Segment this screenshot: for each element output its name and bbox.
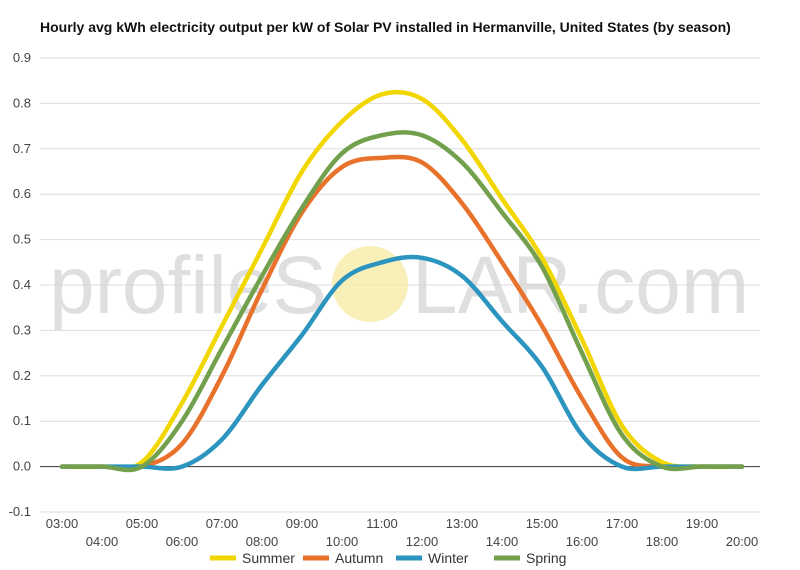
y-tick-label: 0.7: [13, 141, 31, 156]
series-line-summer: [59, 89, 745, 471]
x-tick-label: 05:00: [126, 516, 159, 531]
legend-label-spring[interactable]: Spring: [526, 550, 566, 566]
y-tick-label: 0.3: [13, 322, 31, 337]
legend-label-winter[interactable]: Winter: [428, 550, 469, 566]
x-tick-label: 16:00: [566, 534, 599, 549]
y-tick-label: 0.9: [13, 50, 31, 65]
x-tick-label: 09:00: [286, 516, 319, 531]
chart-title: Hourly avg kWh electricity output per kW…: [40, 19, 731, 35]
y-tick-label: 0.0: [13, 459, 31, 474]
y-tick-label: 0.8: [13, 95, 31, 110]
watermark-text-left: profileS: [49, 240, 327, 331]
x-tick-label: 20:00: [726, 534, 759, 549]
x-tick-label: 10:00: [326, 534, 359, 549]
x-tick-label: 18:00: [646, 534, 679, 549]
legend-label-autumn[interactable]: Autumn: [335, 550, 383, 566]
series-line-spring: [59, 130, 745, 473]
watermark-text-right: LAR.com: [412, 240, 749, 331]
watermark-sun: [332, 246, 408, 322]
x-tick-label: 04:00: [86, 534, 119, 549]
series-line-autumn: [59, 154, 745, 471]
gridlines: [40, 57, 760, 513]
y-tick-label: 0.5: [13, 232, 31, 247]
x-tick-label: 07:00: [206, 516, 239, 531]
x-tick-label: 15:00: [526, 516, 559, 531]
x-tick-label: 19:00: [686, 516, 719, 531]
y-tick-label: 0.1: [13, 413, 31, 428]
series-line-winter: [59, 254, 745, 472]
x-tick-label: 17:00: [606, 516, 639, 531]
y-tick-label: 0.6: [13, 186, 31, 201]
y-tick-label: 0.4: [13, 277, 31, 292]
x-tick-label: 03:00: [46, 516, 79, 531]
x-tick-label: 12:00: [406, 534, 439, 549]
x-tick-label: 14:00: [486, 534, 519, 549]
x-tick-label: 08:00: [246, 534, 279, 549]
legend-label-summer[interactable]: Summer: [242, 550, 295, 566]
x-tick-label: 06:00: [166, 534, 199, 549]
x-tick-label: 13:00: [446, 516, 479, 531]
y-tick-label: -0.1: [9, 504, 31, 519]
y-tick-label: 0.2: [13, 368, 31, 383]
x-tick-label: 11:00: [366, 516, 398, 531]
